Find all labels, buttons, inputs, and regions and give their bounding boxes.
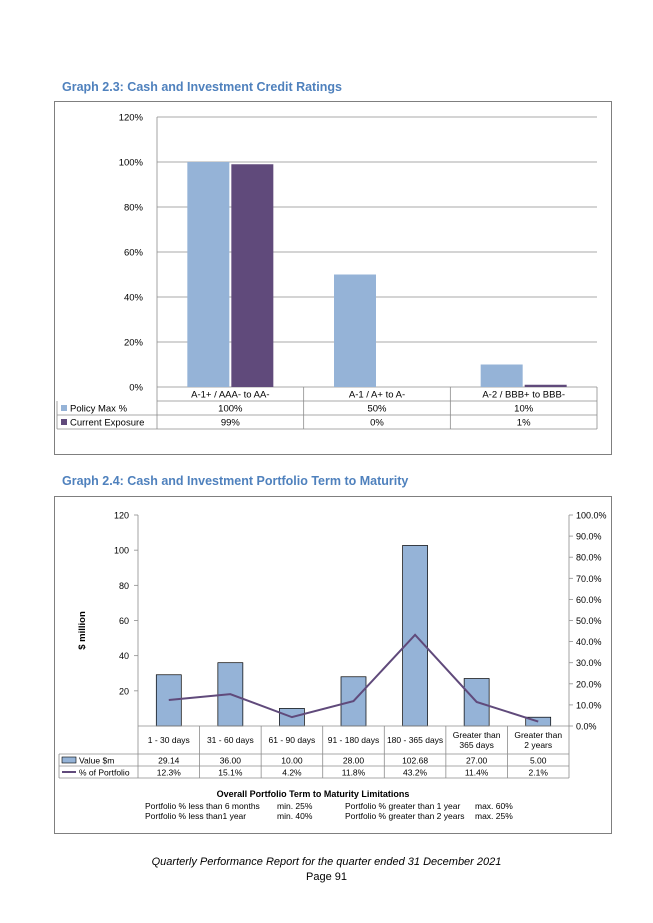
value-label: 1% bbox=[517, 418, 531, 429]
term-to-maturity-panel: 20 40 60 80 100 120 0.0% 10.0% 20.0% 30.0% 40.0% 50… bbox=[54, 496, 612, 834]
value-label: 29.14 bbox=[158, 755, 180, 765]
left-tick-label: 20 bbox=[119, 686, 129, 696]
right-tick-label: 10.0% bbox=[576, 700, 602, 710]
category-label: 91 - 180 days bbox=[328, 735, 380, 745]
left-tick-label: 80 bbox=[119, 581, 129, 591]
limitation-cell: min. 25% bbox=[277, 801, 313, 811]
category-label: Greater than 365 days bbox=[453, 730, 501, 750]
value-label: 28.00 bbox=[343, 755, 365, 765]
right-tick-label: 90.0% bbox=[576, 532, 602, 542]
category-label: 61 - 90 days bbox=[269, 735, 316, 745]
policy-max-bar bbox=[480, 364, 523, 387]
percent-label: 11.8% bbox=[342, 767, 366, 777]
value-bar bbox=[155, 674, 182, 727]
right-tick-label: 80.0% bbox=[576, 553, 602, 563]
category-label: A-2 / BBB+ to BBB- bbox=[482, 390, 565, 401]
category-label: 31 - 60 days bbox=[207, 735, 254, 745]
value-label: 99% bbox=[221, 418, 241, 429]
y-tick-label: 120% bbox=[119, 113, 144, 124]
left-tick-label: 100 bbox=[114, 546, 129, 556]
limitation-cell: Portfolio % greater than 2 years bbox=[345, 811, 465, 821]
limitation-cell: Portfolio % less than1 year bbox=[145, 811, 246, 821]
value-label: 27.00 bbox=[466, 755, 488, 765]
y-tick-label: 20% bbox=[124, 338, 144, 349]
value-label: 10% bbox=[514, 404, 534, 415]
series-name: % of Portfolio bbox=[79, 767, 130, 777]
page-number: Page 91 bbox=[306, 871, 347, 883]
limitations-title: Overall Portfolio Term to Maturity Limit… bbox=[217, 789, 410, 799]
legend-key-bar bbox=[61, 756, 77, 764]
right-tick-label: 20.0% bbox=[576, 679, 602, 689]
percent-label: 15.1% bbox=[218, 767, 243, 777]
series-name: Current Exposure bbox=[70, 418, 144, 429]
limitation-cell: min. 40% bbox=[277, 811, 313, 821]
term-to-maturity-chart: 20 40 60 80 100 120 0.0% 10.0% 20.0% 30.0% 40.0% 50… bbox=[58, 511, 607, 821]
percent-label: 4.2% bbox=[282, 767, 302, 777]
report-footer: Quarterly Performance Report for the qua… bbox=[151, 856, 502, 868]
right-tick-label: 70.0% bbox=[576, 574, 602, 584]
policy-max-bar bbox=[187, 162, 230, 387]
percent-label: 2.1% bbox=[529, 767, 549, 777]
legend-key bbox=[61, 419, 67, 425]
current-exposure-bar bbox=[524, 384, 567, 387]
right-tick-label: 30.0% bbox=[576, 658, 602, 668]
policy-max-bar bbox=[334, 274, 376, 387]
y-tick-label: 80% bbox=[124, 203, 144, 214]
value-label: 10.00 bbox=[281, 755, 303, 765]
category-label: A-1 / A+ to A- bbox=[349, 390, 405, 401]
y-tick-label: 60% bbox=[124, 248, 144, 259]
value-label: 100% bbox=[218, 404, 243, 415]
value-label: 36.00 bbox=[220, 755, 242, 765]
portfolio-percent-line bbox=[168, 633, 539, 723]
limitation-cell: Portfolio % greater than 1 year bbox=[345, 801, 460, 811]
category-label: 1 - 30 days bbox=[148, 735, 190, 745]
y-axis-title: $ million bbox=[77, 611, 88, 650]
right-tick-label: 50.0% bbox=[576, 616, 602, 626]
left-tick-label: 120 bbox=[114, 511, 129, 521]
right-tick-label: 60.0% bbox=[576, 595, 602, 605]
y-tick-label: 0% bbox=[129, 383, 143, 394]
credit-ratings-panel: 0% 20% 40% 60% 80% 100% 120% A-1+ / AAA- to AA-… bbox=[54, 101, 612, 455]
percent-label: 43.2% bbox=[403, 767, 428, 777]
graph-2-3-heading: Graph 2.3: Cash and Investment Credit Ra… bbox=[62, 80, 342, 94]
credit-ratings-chart: 0% 20% 40% 60% 80% 100% 120% A-1+ / AAA- to AA-… bbox=[56, 113, 598, 430]
value-label: 5.00 bbox=[530, 755, 547, 765]
limitation-cell: max. 60% bbox=[475, 801, 513, 811]
value-label: 0% bbox=[370, 418, 384, 429]
value-label: 102.68 bbox=[402, 755, 428, 765]
right-tick-label: 40.0% bbox=[576, 637, 602, 647]
right-tick-label: 0.0% bbox=[576, 722, 597, 732]
limitation-cell: max. 25% bbox=[475, 811, 513, 821]
right-tick-label: 100.0% bbox=[576, 511, 607, 521]
y-tick-label: 100% bbox=[119, 158, 144, 169]
y-tick-label: 40% bbox=[124, 293, 144, 304]
graph-2-4-heading: Graph 2.4: Cash and Investment Portfolio… bbox=[62, 474, 409, 488]
value-label: 50% bbox=[367, 404, 387, 415]
legend-key bbox=[61, 405, 67, 411]
percent-label: 12.3% bbox=[157, 767, 182, 777]
category-label: Greater than 2 years bbox=[514, 730, 562, 750]
series-name: Policy Max % bbox=[70, 404, 128, 415]
percent-label: 11.4% bbox=[465, 767, 489, 777]
left-tick-label: 40 bbox=[119, 651, 129, 661]
category-label: 180 - 365 days bbox=[387, 735, 443, 745]
series-name: Value $m bbox=[79, 755, 114, 765]
left-tick-label: 60 bbox=[119, 616, 129, 626]
limitation-cell: Portfolio % less than 6 months bbox=[145, 801, 260, 811]
category-label: A-1+ / AAA- to AA- bbox=[191, 390, 269, 401]
current-exposure-bar bbox=[231, 164, 274, 387]
